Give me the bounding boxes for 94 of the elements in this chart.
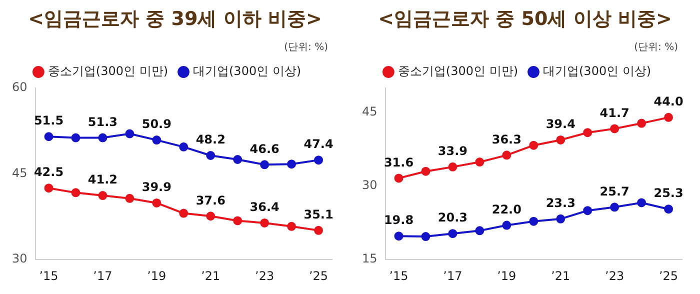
point [556,135,566,144]
data-label: 50.9 [142,117,172,132]
point [233,155,242,164]
point [44,132,54,142]
data-label: 41.2 [88,172,118,187]
point [664,112,674,122]
point [71,133,80,142]
point [475,226,484,236]
legend-label: 중소기업(300인 미만) [48,64,168,78]
point [502,150,512,160]
data-label: 44.0 [654,94,684,109]
data-label: 41.7 [600,106,630,120]
point [448,229,458,238]
data-label: 48.2 [196,132,226,147]
y-tick-label: 60 [12,80,28,94]
point [421,166,430,176]
point [206,212,216,221]
x-tick-label: ’19 [497,268,516,283]
data-label: 36.3 [492,132,522,146]
point [394,174,404,183]
data-label: 39.9 [142,180,172,194]
data-label: 25.3 [654,186,684,200]
x-tick-label: ’21 [201,268,220,283]
data-label: 23.3 [546,196,576,210]
text: (단위: %) [634,41,678,54]
x-tick-label: ’17 [93,268,112,283]
point [179,208,188,218]
point [98,191,108,200]
point [556,214,566,224]
point [260,160,270,170]
point [529,216,538,226]
legend-label: 대기업(300인 이상) [193,64,302,78]
point [421,232,430,242]
point [44,184,54,193]
data-label: 31.6 [384,155,414,170]
point [448,162,458,172]
data-label: 19.8 [384,213,414,228]
point [637,118,646,128]
data-label: 51.3 [88,114,118,129]
point [583,128,592,138]
x-tick-label: ’19 [147,268,166,283]
data-label: 33.9 [438,144,468,158]
chart-title: <임금근로자 중 50세 이상 비중> [377,7,673,32]
data-label: 25.7 [600,184,630,198]
point [664,204,674,214]
data-label: 39.4 [546,117,576,132]
x-tick-label: ’15 [389,268,408,283]
point [583,206,592,216]
x-tick-label: ’25 [308,268,328,283]
point [152,198,162,208]
x-tick-label: ’25 [658,268,678,283]
data-label: 20.3 [438,210,468,225]
x-tick-label: ’15 [39,268,58,283]
y-tick-label: 45 [12,166,28,180]
point [125,129,134,138]
data-label: 47.4 [304,137,334,152]
point [529,140,538,150]
point [314,226,324,235]
point [179,142,188,152]
y-tick-label: 30 [12,252,28,266]
legend-label: 대기업(300인 이상) [543,64,652,78]
chart-title: <임금근로자 중 39세 이하 비중> [27,7,323,32]
data-label: 35.1 [304,208,334,222]
data-label: 37.6 [196,193,226,208]
point [502,220,512,230]
x-tick-label: ’23 [255,268,274,283]
text: (단위: %) [284,41,328,54]
point [71,188,80,198]
x-tick-label: ’21 [551,268,570,283]
legend-label: 중소기업(300인 미만) [398,64,518,78]
point [610,202,620,212]
data-label: 46.6 [250,142,280,156]
x-tick-label: ’17 [443,268,462,283]
point [98,133,108,142]
y-tick-label: 30 [362,178,378,192]
data-label: 42.5 [34,165,64,180]
point [152,136,162,145]
y-tick-label: 15 [362,252,378,266]
data-label: 51.5 [34,114,64,128]
point [233,216,242,226]
point [125,194,134,203]
data-label: 36.4 [250,200,280,214]
y-tick-label: 45 [362,104,378,119]
point [287,222,296,231]
point [206,150,216,160]
point [475,158,484,167]
point [260,218,270,228]
x-tick-label: ’23 [605,268,624,283]
point [637,198,646,208]
point [394,232,404,241]
point [610,124,620,134]
point [287,160,296,169]
data-label: 22.0 [492,202,522,216]
point [314,156,324,165]
